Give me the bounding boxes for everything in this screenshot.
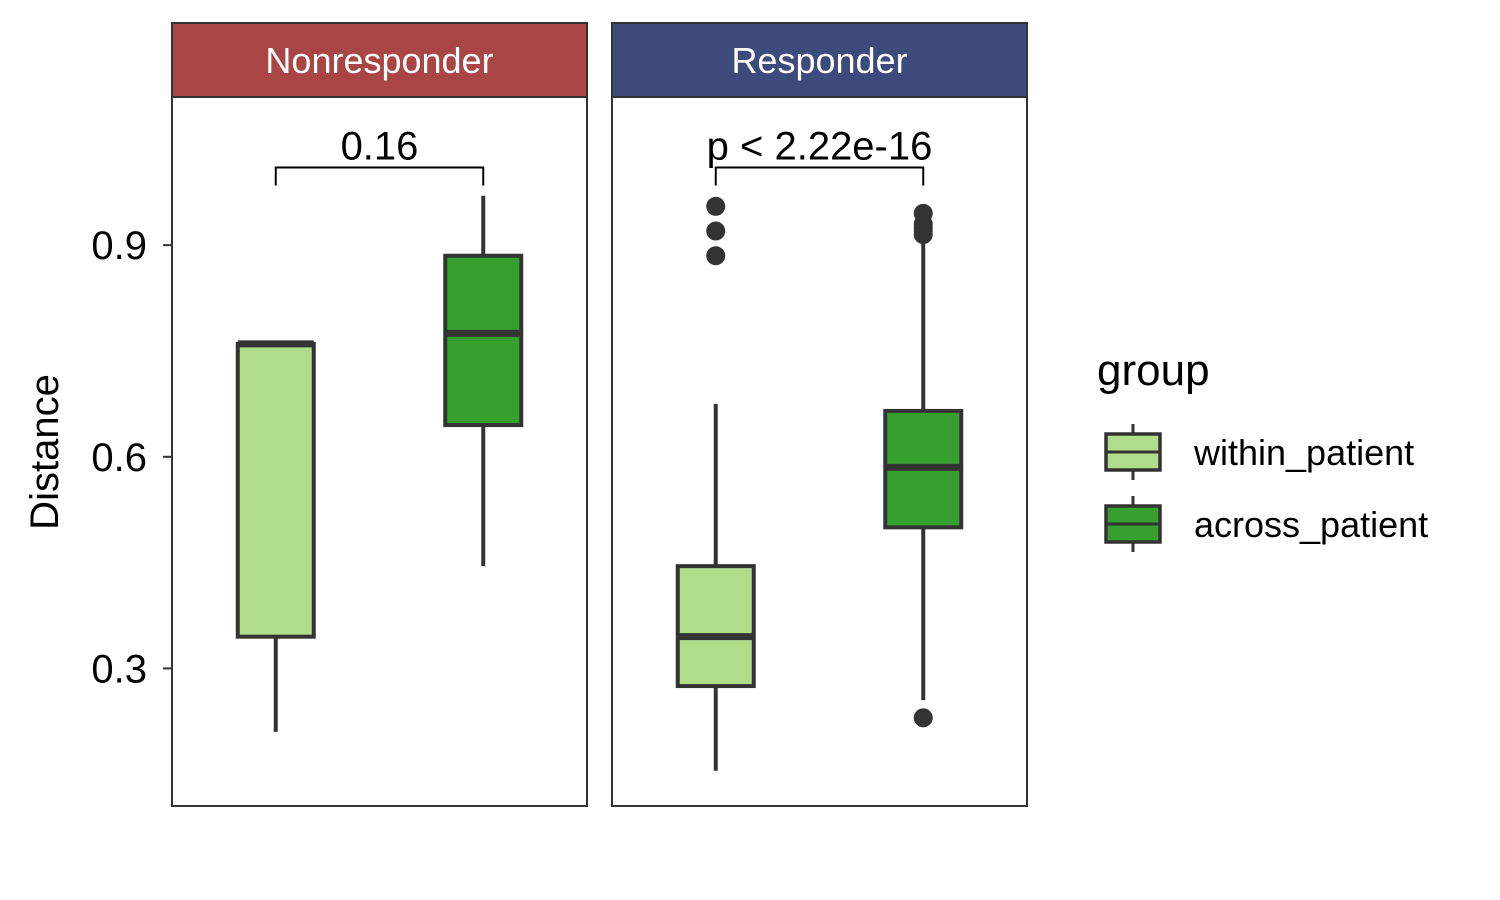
outlier-point — [706, 246, 726, 266]
facet-strip — [611, 22, 1028, 98]
legend: group within_patient across_patient — [1097, 346, 1428, 552]
p-value-label: p < 2.22e-16 — [707, 125, 933, 169]
significance-bracket — [714, 166, 925, 186]
legend-item: across_patient — [1104, 496, 1428, 552]
y-tick-label: 0.6 — [91, 436, 147, 480]
facet-strip-label: Responder — [731, 40, 907, 81]
facet-panel: Nonresponder 0.16 — [171, 22, 588, 807]
facet-strip — [171, 22, 588, 98]
box-across_patient — [443, 195, 524, 567]
box-across_patient — [883, 203, 964, 728]
facet-panel: Responder p < 2.22e-16 — [611, 22, 1028, 807]
outlier-point — [706, 221, 726, 241]
facet-panels: Nonresponder 0.16 Responder p < 2.22e-16 — [171, 22, 1028, 807]
legend-label: across_patient — [1194, 504, 1428, 545]
box-body — [675, 564, 756, 689]
significance-bracket — [274, 166, 485, 186]
p-value-label: 0.16 — [341, 125, 419, 169]
legend-title: group — [1097, 346, 1210, 395]
facet-strip-label: Nonresponder — [265, 40, 493, 81]
y-tick-label: 0.9 — [91, 224, 147, 268]
outlier-point — [706, 196, 726, 216]
y-tick-label: 0.3 — [91, 647, 147, 691]
box-body — [443, 253, 524, 428]
y-axis: 0.3 0.6 0.9 — [91, 224, 172, 691]
box-within_patient — [675, 196, 756, 771]
legend-label: within_patient — [1193, 432, 1414, 473]
box-within_patient — [235, 340, 316, 732]
y-axis-label: Distance — [23, 374, 67, 530]
legend-item: within_patient — [1104, 424, 1414, 480]
box-body — [235, 341, 316, 639]
outlier-point — [913, 708, 933, 728]
panel-border — [611, 96, 1028, 807]
outlier-point — [913, 203, 933, 223]
panel-border — [171, 96, 588, 807]
